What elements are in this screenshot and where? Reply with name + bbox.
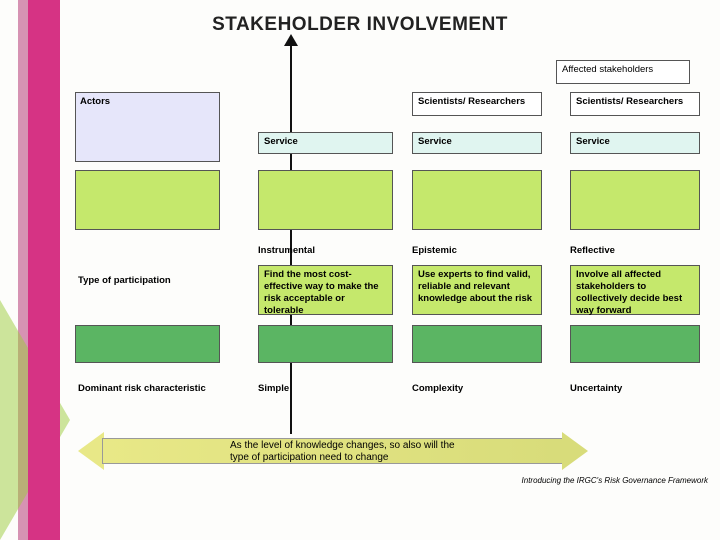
label-uncertainty: Uncertainty bbox=[570, 383, 622, 394]
page-title: STAKEHOLDER INVOLVEMENT bbox=[0, 14, 720, 36]
label-instrumental: Instrumental bbox=[258, 245, 315, 256]
label-epistemic: Epistemic bbox=[412, 245, 457, 256]
green-placeholder-col3 bbox=[412, 325, 542, 363]
box-affected-stakeholders: Affected stakeholders bbox=[556, 60, 690, 84]
lime-placeholder-col2 bbox=[258, 170, 393, 230]
label-simple: Simple bbox=[258, 383, 289, 394]
lime-placeholder-col3 bbox=[412, 170, 542, 230]
label-complexity: Complexity bbox=[412, 383, 463, 394]
box-service-col2: Service bbox=[258, 132, 393, 154]
arrow-right-head bbox=[562, 432, 588, 470]
box-service-col3: Service bbox=[412, 132, 542, 154]
vertical-arrow bbox=[290, 44, 292, 434]
label-actors: Actors bbox=[80, 96, 110, 107]
label-reflective: Reflective bbox=[570, 245, 615, 256]
green-placeholder-col2 bbox=[258, 325, 393, 363]
label-dominant-risk: Dominant risk characteristic bbox=[78, 383, 206, 394]
arrow-caption: As the level of knowledge changes, so al… bbox=[230, 440, 460, 464]
lime-placeholder-col4 bbox=[570, 170, 700, 230]
footer-note: Introducing the IRGC's Risk Governance F… bbox=[522, 476, 708, 485]
decor-stripe bbox=[28, 0, 60, 540]
box-use-experts: Use experts to find valid, reliable and … bbox=[412, 265, 542, 315]
lime-placeholder-col1 bbox=[75, 170, 220, 230]
box-involve: Involve all affected stakeholders to col… bbox=[570, 265, 700, 315]
green-placeholder-col4 bbox=[570, 325, 700, 363]
box-find-cost: Find the most cost-effective way to make… bbox=[258, 265, 393, 315]
label-participation-type: Type of participation bbox=[78, 275, 171, 286]
box-scientists-col3: Scientists/ Researchers bbox=[412, 92, 542, 116]
arrow-left-head bbox=[78, 432, 104, 470]
box-service-col4: Service bbox=[570, 132, 700, 154]
box-scientists-col4: Scientists/ Researchers bbox=[570, 92, 700, 116]
green-placeholder-col1 bbox=[75, 325, 220, 363]
